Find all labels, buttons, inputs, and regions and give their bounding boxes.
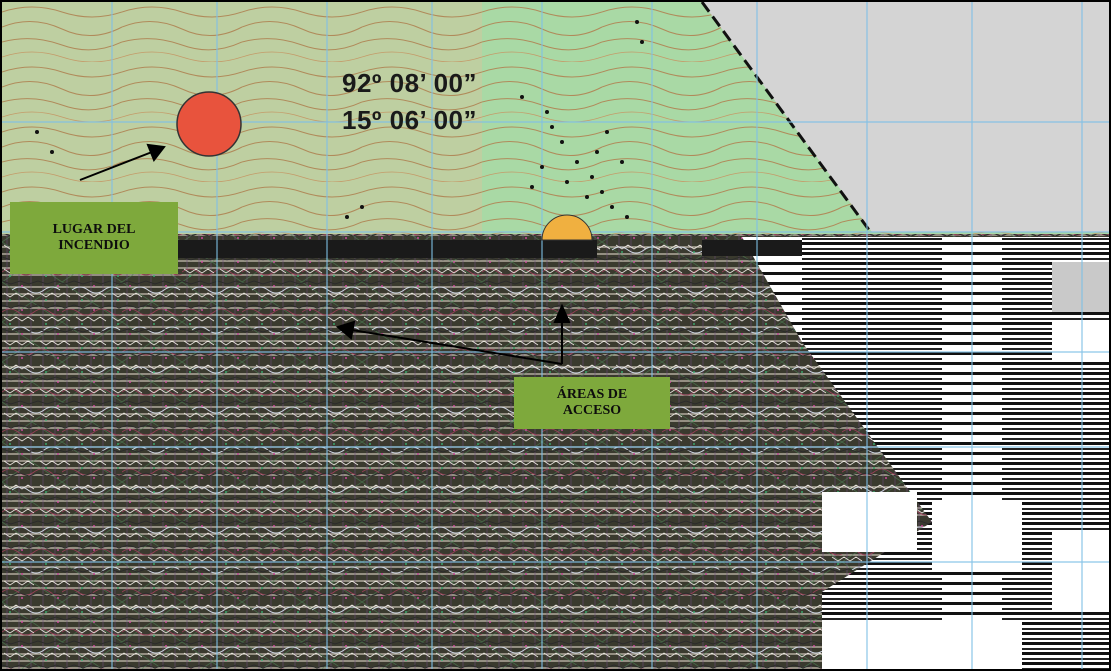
- red-circle-icon: [176, 91, 242, 157]
- access-areas-label: ÁREAS DE ACCESO: [514, 377, 670, 429]
- access-arrows: [335, 303, 571, 365]
- fire-site-label: LUGAR DEL INCENDIO: [10, 202, 178, 274]
- fire-site-label-line1: LUGAR DEL: [52, 222, 136, 237]
- settlement-dots: [35, 20, 644, 219]
- access-areas-label-line2: ACCESO: [562, 403, 622, 418]
- fire-site-label-line2: INCENDIO: [58, 238, 130, 253]
- boundary-line: [700, 2, 874, 235]
- longitude-coordinate: 92º 08’ 00”: [342, 68, 477, 98]
- fire-site-arrow: [79, 143, 166, 181]
- latitude-coordinate: 15º 06’ 00”: [342, 105, 477, 135]
- access-areas-label-line1: ÁREAS DE: [556, 387, 628, 402]
- orange-circle-icon: [541, 214, 593, 241]
